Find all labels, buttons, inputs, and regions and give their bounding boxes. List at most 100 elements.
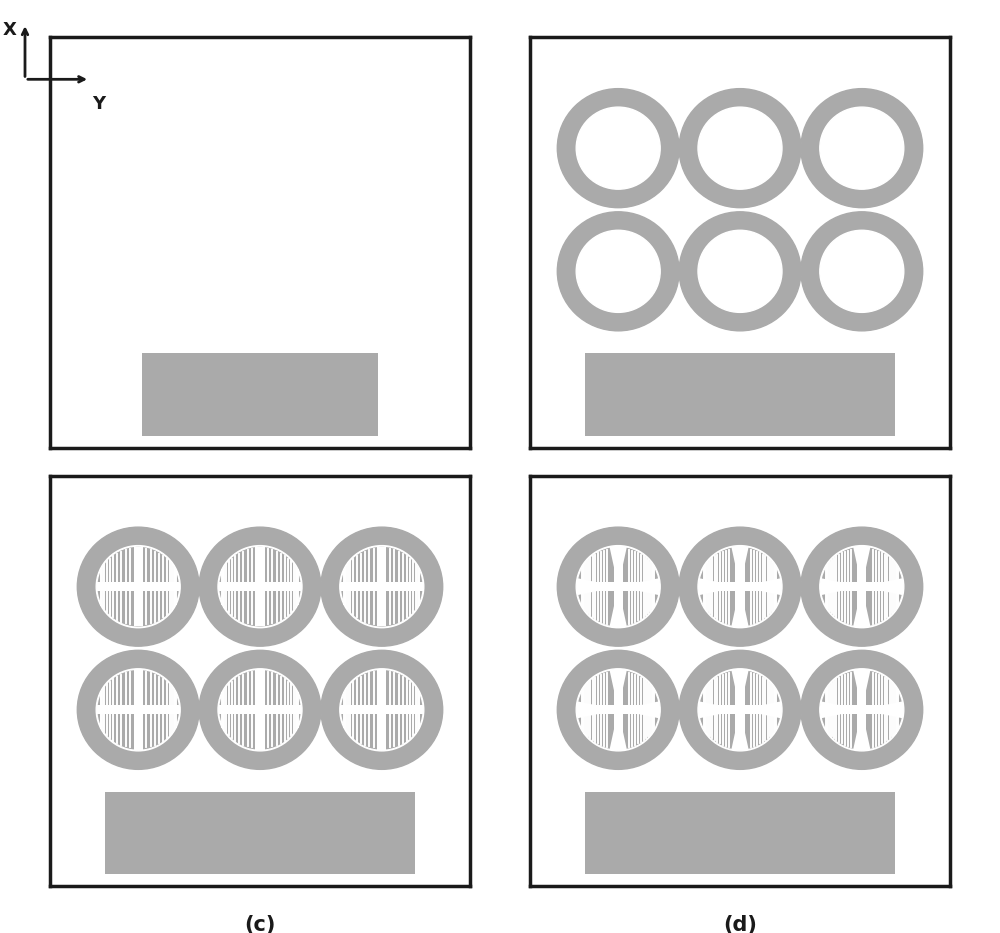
Circle shape (698, 669, 782, 751)
Bar (585, 354, 895, 436)
Circle shape (77, 650, 199, 770)
Text: (c): (c) (244, 915, 276, 933)
Wedge shape (578, 587, 618, 626)
Wedge shape (97, 710, 138, 749)
Wedge shape (740, 671, 780, 710)
Bar (857, 547, 866, 626)
Circle shape (340, 669, 424, 751)
Wedge shape (822, 710, 862, 749)
Circle shape (820, 669, 904, 751)
Wedge shape (138, 547, 179, 587)
Wedge shape (219, 710, 260, 749)
Wedge shape (700, 671, 740, 710)
Bar (377, 670, 386, 749)
Circle shape (557, 650, 679, 770)
Circle shape (557, 527, 679, 647)
Wedge shape (700, 548, 740, 587)
Wedge shape (219, 670, 260, 710)
Wedge shape (822, 587, 862, 626)
Bar (377, 547, 386, 626)
Wedge shape (578, 548, 618, 587)
Bar (97, 705, 179, 715)
Bar (735, 547, 745, 626)
Circle shape (576, 669, 660, 751)
Wedge shape (138, 587, 179, 626)
Bar (577, 705, 659, 715)
Wedge shape (341, 670, 382, 710)
Bar (255, 670, 265, 749)
Wedge shape (382, 670, 423, 710)
Wedge shape (382, 710, 423, 749)
Wedge shape (822, 671, 862, 710)
Circle shape (557, 89, 679, 208)
Circle shape (218, 546, 302, 628)
Circle shape (698, 107, 782, 189)
Text: X: X (3, 21, 17, 38)
Bar (142, 354, 378, 436)
Bar (105, 792, 415, 874)
Wedge shape (260, 547, 301, 587)
Bar (341, 582, 423, 592)
Circle shape (820, 546, 904, 628)
Wedge shape (740, 548, 780, 587)
Wedge shape (862, 710, 902, 749)
Bar (699, 705, 781, 715)
Wedge shape (260, 587, 301, 626)
Bar (219, 705, 301, 715)
Circle shape (801, 212, 923, 331)
Bar (585, 792, 895, 874)
Circle shape (321, 527, 443, 647)
Wedge shape (138, 670, 179, 710)
Bar (255, 547, 265, 626)
Wedge shape (862, 671, 902, 710)
Circle shape (801, 527, 923, 647)
Wedge shape (862, 548, 902, 587)
Circle shape (218, 669, 302, 751)
Wedge shape (618, 587, 658, 626)
Wedge shape (341, 710, 382, 749)
Circle shape (679, 89, 801, 208)
Wedge shape (700, 587, 740, 626)
Wedge shape (97, 547, 138, 587)
Bar (614, 670, 623, 749)
Circle shape (557, 212, 679, 331)
Wedge shape (740, 587, 780, 626)
Circle shape (679, 650, 801, 770)
Circle shape (698, 546, 782, 628)
Wedge shape (341, 547, 382, 587)
Circle shape (679, 212, 801, 331)
Wedge shape (260, 670, 301, 710)
Wedge shape (618, 671, 658, 710)
Circle shape (96, 546, 180, 628)
Bar (97, 582, 179, 592)
Circle shape (77, 527, 199, 647)
Text: Y: Y (92, 95, 105, 113)
Bar (821, 582, 903, 592)
Wedge shape (382, 547, 423, 587)
Circle shape (199, 527, 321, 647)
Bar (857, 670, 866, 749)
Circle shape (679, 527, 801, 647)
Bar (219, 582, 301, 592)
Wedge shape (97, 670, 138, 710)
Wedge shape (341, 587, 382, 626)
Wedge shape (740, 710, 780, 749)
Wedge shape (219, 587, 260, 626)
Wedge shape (382, 587, 423, 626)
Circle shape (576, 230, 660, 313)
Wedge shape (700, 710, 740, 749)
Bar (134, 670, 143, 749)
Circle shape (820, 107, 904, 189)
Circle shape (576, 546, 660, 628)
Wedge shape (219, 547, 260, 587)
Bar (699, 582, 781, 592)
Circle shape (801, 650, 923, 770)
Circle shape (698, 230, 782, 313)
Text: (b): (b) (723, 477, 757, 496)
Bar (614, 547, 623, 626)
Wedge shape (97, 587, 138, 626)
Bar (341, 705, 423, 715)
Circle shape (340, 546, 424, 628)
Wedge shape (260, 710, 301, 749)
Circle shape (96, 669, 180, 751)
